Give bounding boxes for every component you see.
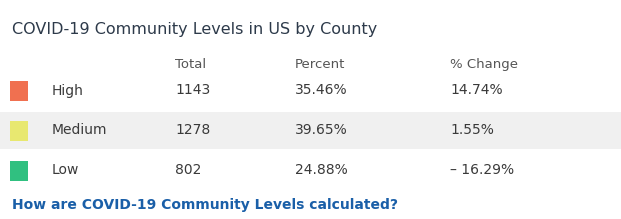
Text: COVID-19 Community Levels in US by County: COVID-19 Community Levels in US by Count…	[12, 22, 377, 37]
Text: Low: Low	[52, 164, 79, 178]
Text: 24.88%: 24.88%	[295, 164, 348, 178]
Bar	[0, 72, 621, 109]
Text: 35.46%: 35.46%	[295, 83, 348, 97]
Text: How are COVID-19 Community Levels calculated?: How are COVID-19 Community Levels calcul…	[12, 198, 398, 212]
Text: – 16.29%: – 16.29%	[450, 164, 514, 178]
Text: 1.55%: 1.55%	[450, 124, 494, 138]
Bar	[10, 81, 28, 101]
Text: High: High	[52, 83, 84, 97]
Text: 1143: 1143	[175, 83, 211, 97]
Text: 39.65%: 39.65%	[295, 124, 348, 138]
Text: % Change: % Change	[450, 58, 518, 71]
Text: Total: Total	[175, 58, 206, 71]
Bar	[0, 112, 621, 149]
Bar	[10, 161, 28, 180]
Text: Medium: Medium	[52, 124, 107, 138]
Text: Percent: Percent	[295, 58, 345, 71]
Text: 1278: 1278	[175, 124, 211, 138]
Bar	[10, 120, 28, 141]
Text: 14.74%: 14.74%	[450, 83, 502, 97]
Bar	[0, 152, 621, 189]
Text: 802: 802	[175, 164, 201, 178]
